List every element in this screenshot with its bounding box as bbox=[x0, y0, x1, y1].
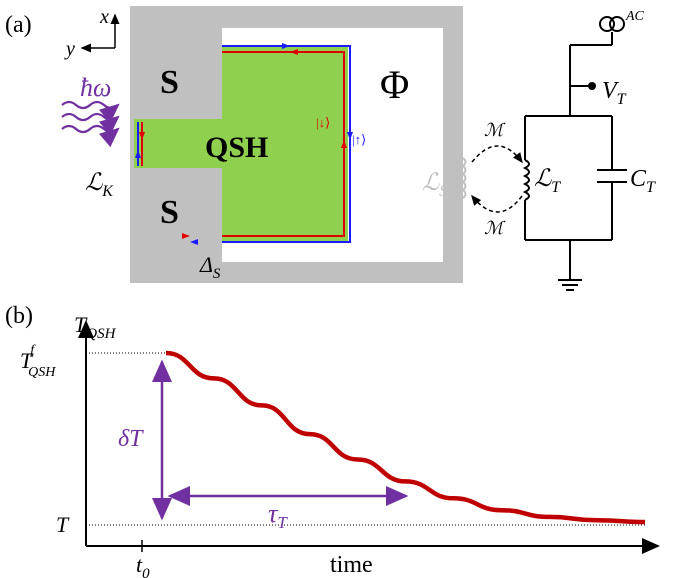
panel-b-label: (b) bbox=[5, 303, 33, 329]
x-axis-title: time bbox=[330, 552, 373, 578]
y-axis-title: TQSH bbox=[74, 312, 117, 342]
flux-label: Φ bbox=[380, 62, 409, 107]
tick-label-t: T bbox=[56, 512, 70, 537]
tank-inductor-label: ℒT bbox=[534, 166, 561, 196]
tick-label-tqsh-f: Tf QSH bbox=[20, 343, 56, 380]
s-bottom-label: S bbox=[160, 194, 179, 231]
tank-circuit bbox=[522, 16, 627, 291]
relaxation-curve bbox=[165, 350, 646, 525]
tick-label-t0: t0 bbox=[136, 552, 150, 578]
s-top-label: S bbox=[160, 64, 179, 101]
source-label: AC bbox=[625, 9, 645, 24]
mutual-bottom-label: ℳ bbox=[484, 218, 506, 238]
superconductor-ring bbox=[130, 6, 463, 283]
mutual-inductance bbox=[471, 145, 523, 213]
svg-text:ℒS: ℒS bbox=[422, 170, 447, 200]
mutual-top-label: ℳ bbox=[484, 120, 506, 140]
delta-t-label: δT bbox=[118, 426, 144, 452]
tau-label: τT bbox=[268, 499, 288, 532]
chart-reference-lines bbox=[86, 352, 645, 526]
panel-a-label: (a) bbox=[5, 12, 32, 38]
photon-waves bbox=[61, 100, 120, 148]
tank-capacitor-label: CT bbox=[630, 166, 656, 196]
axis-x-label: x bbox=[99, 6, 109, 28]
voltage-label: VT bbox=[602, 78, 627, 108]
chart-axes bbox=[78, 320, 660, 554]
edge-channels bbox=[135, 43, 353, 245]
spin-up-label: |↑⟩ bbox=[352, 132, 366, 147]
squid-inductor: ℒS bbox=[422, 157, 467, 200]
photon-label: ħω bbox=[80, 73, 111, 102]
gap-label: ΔS bbox=[199, 252, 221, 282]
kinetic-inductance-label: ℒK bbox=[85, 170, 114, 200]
spin-down-label: |↓⟩ bbox=[316, 115, 330, 130]
axis-y-label: y bbox=[64, 38, 75, 60]
qsh-region bbox=[134, 46, 348, 242]
qsh-label: QSH bbox=[205, 131, 268, 164]
voltage-node bbox=[588, 82, 596, 90]
coordinate-axes: x y bbox=[64, 6, 120, 60]
